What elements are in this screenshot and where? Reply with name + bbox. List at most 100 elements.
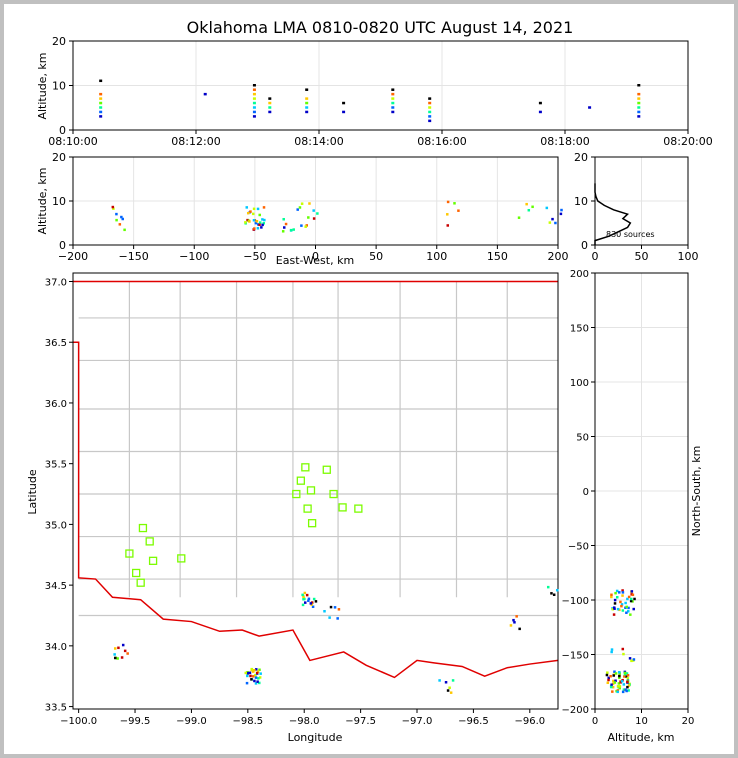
data-point (610, 595, 613, 599)
data-point (253, 679, 256, 683)
data-point (637, 115, 641, 118)
y-tick-label: 20 (52, 35, 66, 48)
data-point (252, 97, 256, 100)
data-point (548, 221, 552, 224)
x-tick-label: 150 (487, 250, 508, 263)
figure-canvas: Oklahoma LMA 0810-0820 UTC August 14, 20… (26, 18, 713, 744)
data-point (628, 657, 632, 660)
y-tick-label: 35.5 (45, 460, 67, 471)
data-point (245, 206, 249, 209)
data-point (625, 672, 629, 675)
data-point (614, 679, 617, 682)
data-point (552, 593, 556, 597)
y-tick-label: 36.5 (45, 338, 67, 349)
data-point (627, 684, 631, 687)
data-point (610, 648, 614, 651)
data-point (453, 202, 456, 205)
x-tick-label: 08:10:00 (48, 135, 97, 148)
data-point (610, 650, 613, 654)
y-tick-label: 10 (52, 80, 66, 93)
data-point (631, 593, 635, 597)
data-point (249, 674, 252, 678)
data-point (328, 616, 331, 619)
data-point (305, 224, 309, 227)
data-point (626, 677, 630, 680)
altitude-north-south-panel: 0 10 20 −200 −150 −100 −50 0 50 100 150 200 Altitude… (562, 269, 703, 744)
data-point (304, 225, 307, 228)
data-point (115, 212, 118, 216)
data-point (633, 597, 636, 601)
data-point (621, 594, 624, 597)
data-point (307, 599, 310, 602)
data-point (612, 679, 615, 683)
data-point (629, 599, 633, 603)
data-point (246, 674, 249, 678)
data-point (116, 657, 119, 660)
data-point (342, 110, 346, 114)
data-point (258, 668, 261, 672)
data-point (515, 615, 518, 618)
data-point (245, 681, 249, 685)
data-point (258, 223, 261, 227)
data-point (300, 224, 303, 227)
data-point (252, 84, 256, 87)
data-point (302, 595, 305, 598)
data-point (531, 205, 534, 209)
data-point (284, 222, 288, 226)
data-point (610, 593, 613, 597)
data-point (615, 595, 619, 599)
station-marker (307, 519, 317, 528)
data-point (606, 681, 610, 685)
data-point (551, 217, 554, 221)
data-point (256, 680, 259, 683)
data-point (302, 598, 305, 601)
data-point (624, 688, 627, 691)
x-tick-label: −98.5 (232, 716, 263, 727)
x-tick-label: 08:12:00 (171, 135, 220, 148)
data-point (254, 221, 258, 225)
data-point (428, 110, 432, 114)
station-marker (354, 504, 363, 513)
data-point (251, 670, 255, 673)
x-tick-label: −98.0 (289, 716, 320, 727)
data-point (123, 228, 126, 232)
data-point (120, 656, 124, 659)
station-marker (301, 463, 310, 472)
y-tick-label: 150 (570, 324, 589, 335)
data-point (618, 608, 621, 612)
station-marker (303, 504, 312, 513)
data-point (554, 221, 557, 225)
x-tick-label: −97.5 (345, 716, 376, 727)
data-point (248, 220, 251, 223)
data-point (619, 681, 622, 684)
data-point (446, 213, 449, 216)
data-point (621, 647, 625, 651)
data-point (446, 689, 450, 692)
data-point (625, 605, 628, 609)
data-point (620, 680, 624, 683)
data-point (626, 597, 629, 601)
data-point (257, 677, 260, 680)
data-point (256, 207, 260, 211)
data-point (627, 595, 631, 599)
data-point (444, 681, 448, 684)
data-point (525, 202, 528, 206)
data-point (611, 685, 615, 689)
x-tick-label: 50 (369, 250, 383, 263)
station-marker (125, 549, 134, 558)
data-point (342, 101, 346, 105)
data-point (621, 690, 625, 694)
data-point (626, 680, 629, 684)
data-point (292, 228, 295, 231)
data-point (111, 205, 115, 209)
data-point (623, 671, 627, 675)
data-point (121, 217, 124, 221)
data-point (99, 97, 103, 100)
x-tick-label: 0 (592, 716, 598, 727)
station-marker (148, 556, 158, 565)
data-point (624, 601, 627, 605)
data-point (248, 671, 252, 675)
data-point (632, 658, 636, 661)
data-point (611, 607, 615, 611)
data-point (560, 208, 563, 212)
